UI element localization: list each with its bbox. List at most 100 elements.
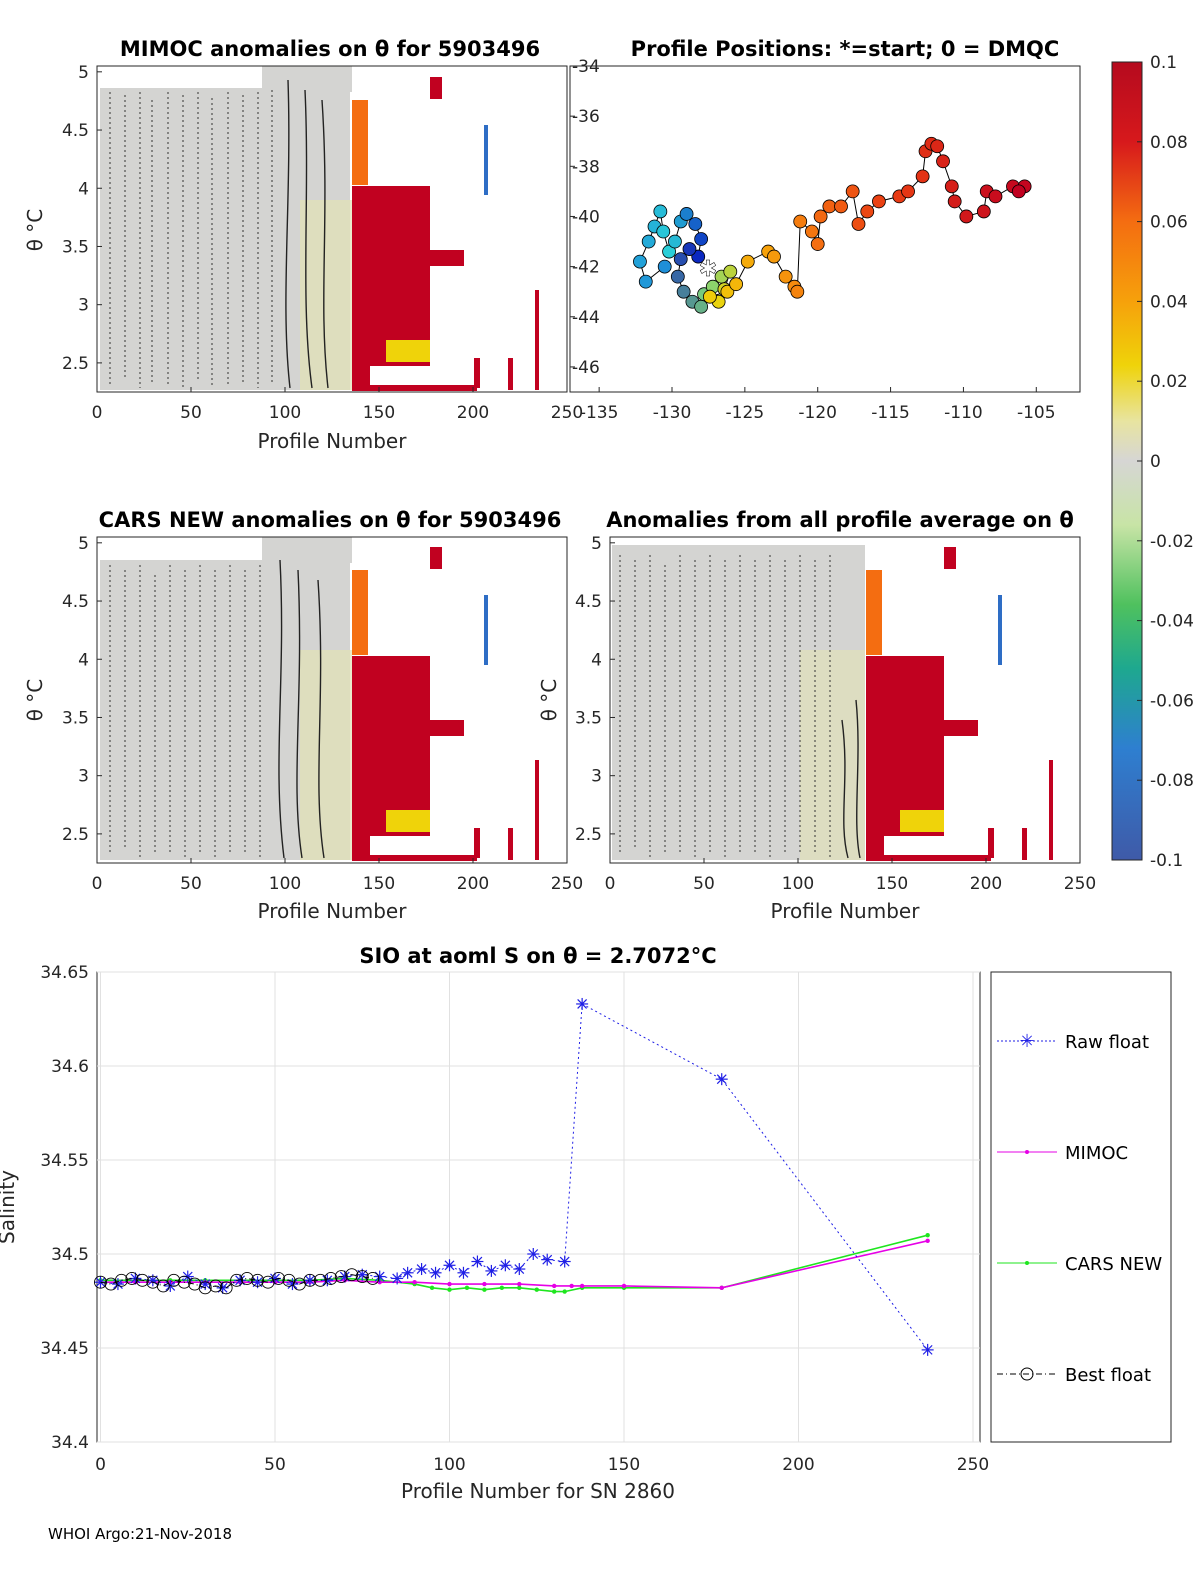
colorbar-tick-label: -0.02 — [1150, 532, 1194, 552]
mimoc-xlabel: Profile Number — [258, 429, 408, 453]
x-tick-label: 50 — [693, 874, 715, 894]
salinity-panel: SIO at aoml S on θ = 2.7072°C 0 50 100 150 2… — [0, 944, 989, 1503]
cars-grey-top — [262, 537, 352, 563]
mimoc-blue-line — [484, 125, 488, 195]
point-best-float — [198, 1281, 212, 1295]
point-best-float — [135, 1273, 149, 1287]
x-tick-label: -130 — [653, 403, 692, 423]
y-tick-label: 34.6 — [51, 1057, 89, 1077]
point-best-float — [230, 1273, 244, 1287]
x-tick-label: 0 — [92, 403, 103, 423]
point-mimoc — [719, 1285, 724, 1291]
colorbar-ticks: 0.1 0.08 0.06 0.04 0.02 0 -0.02 -0.04 -0.06 -0.08… — [1137, 53, 1194, 871]
asterisk-stroke — [472, 1256, 483, 1267]
profile-point — [638, 274, 653, 289]
cars-red-bar2 — [508, 828, 513, 860]
x-tick-label: 50 — [180, 403, 202, 423]
asterisk-stroke — [416, 1264, 427, 1274]
cars-red-bottom — [352, 855, 477, 861]
x-tick-label: 200 — [970, 874, 1002, 894]
point-cars-new — [517, 1285, 522, 1291]
x-tick-label: -125 — [726, 403, 765, 423]
y-tick-label: 34.4 — [51, 1433, 89, 1453]
point-cars-new — [552, 1289, 557, 1294]
point-best-float — [177, 1275, 191, 1289]
positions-panel: Profile Positions: *=start; 0 = DMQC ✱ -… — [569, 37, 1081, 423]
mimoc-red-bar2 — [508, 358, 513, 390]
point-best-float — [366, 1271, 380, 1285]
allavg-xlabel: Profile Number — [771, 899, 921, 923]
x-tick-label: -135 — [580, 403, 619, 423]
y-tick-label: 4 — [78, 179, 89, 199]
point-raw-float — [576, 997, 589, 1010]
point-best-float — [303, 1273, 317, 1287]
point-mimoc — [517, 1281, 522, 1287]
cars-top-spot — [430, 547, 442, 569]
profile-point — [1011, 184, 1026, 199]
y-tick-label: 3 — [78, 767, 89, 787]
point-best-float — [251, 1273, 264, 1287]
allavg-blue-line — [998, 595, 1002, 665]
point-mimoc — [569, 1283, 574, 1289]
colorbar-tick-label: -0.04 — [1150, 612, 1194, 632]
allavg-orange-block — [866, 570, 882, 655]
allavg-red-bar1 — [988, 828, 994, 858]
cars-red-bar3 — [535, 760, 539, 860]
colorbar-tick-label: 0.06 — [1150, 213, 1188, 233]
y-tick-label: 3.5 — [62, 708, 89, 728]
y-tick-label: 3 — [591, 767, 602, 787]
dot-icon — [1025, 1261, 1029, 1265]
point-raw-float — [401, 1266, 414, 1279]
profile-point — [872, 194, 886, 209]
profile-point — [959, 209, 974, 224]
profile-point — [813, 209, 828, 224]
profile-point — [936, 154, 950, 169]
positions-axes-box — [569, 65, 1081, 393]
x-tick-label: 200 — [782, 1455, 814, 1475]
salinity-xlabel: Profile Number for SN 2860 — [401, 1479, 675, 1503]
salinity-series — [94, 997, 934, 1356]
point-raw-float — [527, 1248, 540, 1260]
asterisk-stroke — [402, 1267, 413, 1278]
point-mimoc — [447, 1281, 452, 1287]
asterisk-icon: ✳ — [1019, 1031, 1034, 1052]
point-raw-float — [234, 1274, 247, 1287]
point-mimoc — [925, 1238, 930, 1244]
asterisk-stroke — [542, 1254, 553, 1265]
y-tick-label: 5 — [78, 534, 89, 554]
cars-ylabel: θ °C — [23, 679, 47, 722]
profile-point — [694, 299, 709, 314]
point-best-float — [334, 1270, 348, 1284]
profile-point — [790, 284, 805, 299]
x-tick-label: 250 — [551, 874, 583, 894]
point-raw-float — [164, 1279, 177, 1292]
cars-red-spot — [430, 720, 464, 736]
allavg-red-block — [866, 656, 944, 836]
legend-label-cars: CARS NEW — [1065, 1254, 1162, 1275]
y-tick-label: 5 — [591, 534, 602, 554]
point-raw-float — [457, 1266, 470, 1279]
salinity-grid — [97, 971, 980, 1443]
asterisk-stroke — [577, 999, 588, 1009]
salinity-axes-box — [96, 971, 981, 1443]
colorbar-tick-label: -0.06 — [1150, 691, 1194, 711]
point-best-float — [125, 1271, 139, 1285]
profile-point — [657, 259, 672, 274]
point-raw-float — [471, 1255, 484, 1268]
mimoc-red-bar1 — [474, 358, 480, 388]
x-tick-label: 100 — [269, 874, 301, 894]
asterisk-stroke — [287, 1279, 298, 1290]
legend-item-cars: CARS NEW — [997, 1254, 1162, 1275]
profile-point — [915, 169, 930, 184]
colorbar-tick-label: 0.08 — [1150, 133, 1188, 153]
point-raw-float — [513, 1263, 526, 1276]
profile-point — [851, 217, 866, 231]
series-raw-float — [94, 997, 934, 1356]
profile-point — [720, 284, 735, 299]
colorbar-tick-label: 0 — [1150, 452, 1161, 472]
x-tick-label: -105 — [1017, 403, 1056, 423]
legend-box — [990, 971, 1172, 1443]
point-raw-float — [338, 1270, 351, 1283]
mimoc-yellow-band — [386, 340, 430, 362]
